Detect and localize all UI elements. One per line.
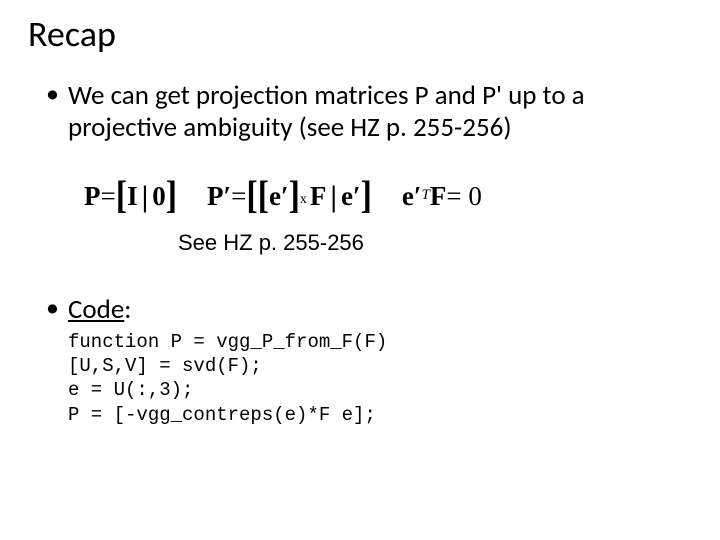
code-label: Code <box>68 293 124 326</box>
eq-e1-prime: ′ <box>281 181 289 212</box>
eq-eq2: = <box>231 181 246 212</box>
eq-supT: T <box>422 187 430 204</box>
eq-e3: e <box>402 181 414 212</box>
eq-pipe2: | <box>326 180 341 214</box>
bullet-text-1: We can get projection matrices P and P' … <box>68 79 585 144</box>
bullet-list-2: Code: function P = vgg_P_from_F(F) [U,S,… <box>28 294 692 427</box>
eq-rbracket1: ] <box>166 174 177 218</box>
equation-p: P = [ I | 0 ] <box>84 178 177 216</box>
eq-pipe1: | <box>138 180 153 214</box>
eq-P: P <box>84 181 101 212</box>
equation-pprime: P′ = [ [ e′ ] x F | e′ ] <box>207 178 372 216</box>
eq-Pp: P <box>207 181 224 212</box>
eq-F1: F <box>310 181 327 212</box>
equation-caption: See HZ p. 255-256 <box>178 230 692 256</box>
slide: Recap We can get projection matrices P a… <box>0 0 720 540</box>
slide-title: Recap <box>28 12 692 56</box>
eq-F2: F <box>430 181 447 212</box>
eq-e1: e <box>269 181 281 212</box>
eq-e3-prime: ′ <box>414 181 422 212</box>
eq-Pp-prime: ′ <box>224 181 232 212</box>
equation-row: P = [ I | 0 ] P′ = [ [ e′ ] x F | e′ ] e… <box>84 178 692 216</box>
code-colon: : <box>124 293 131 326</box>
eq-e2-prime: ′ <box>353 181 361 212</box>
eq-rbracket2b: ] <box>289 174 300 218</box>
equation-constraint: e′T F = 0 <box>402 181 482 212</box>
code-heading: Code: <box>68 293 132 326</box>
eq-subx: x <box>300 192 307 208</box>
bullet-item-code: Code: function P = vgg_P_from_F(F) [U,S,… <box>46 294 692 427</box>
eq-rbracket2a: ] <box>361 174 372 218</box>
eq-lbracket1: [ <box>116 174 127 218</box>
eq-I: I <box>127 181 138 212</box>
eq-lbracket2b: [ <box>258 174 269 218</box>
eq-eqzero: = 0 <box>446 181 481 212</box>
eq-e2: e <box>341 181 353 212</box>
eq-zero: 0 <box>152 181 166 212</box>
bullet-list: We can get projection matrices P and P' … <box>28 80 692 144</box>
bullet-item-1: We can get projection matrices P and P' … <box>46 80 692 144</box>
eq-eq1: = <box>101 181 116 212</box>
code-block: function P = vgg_P_from_F(F) [U,S,V] = s… <box>68 330 692 427</box>
eq-lbracket2a: [ <box>246 174 257 218</box>
